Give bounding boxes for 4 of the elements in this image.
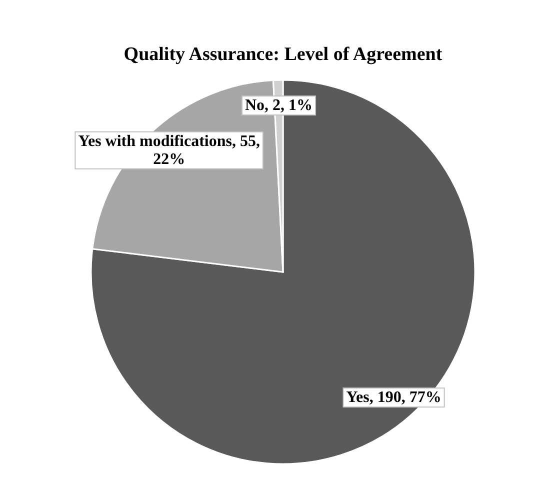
slice-label: No, 2, 1%: [244, 97, 313, 114]
slice-label: Yes with modifications, 55, 22%: [78, 132, 260, 168]
slice-label: Yes, 190, 77%: [346, 389, 442, 406]
chart-title: Quality Assurance: Level of Agreement: [124, 44, 443, 65]
